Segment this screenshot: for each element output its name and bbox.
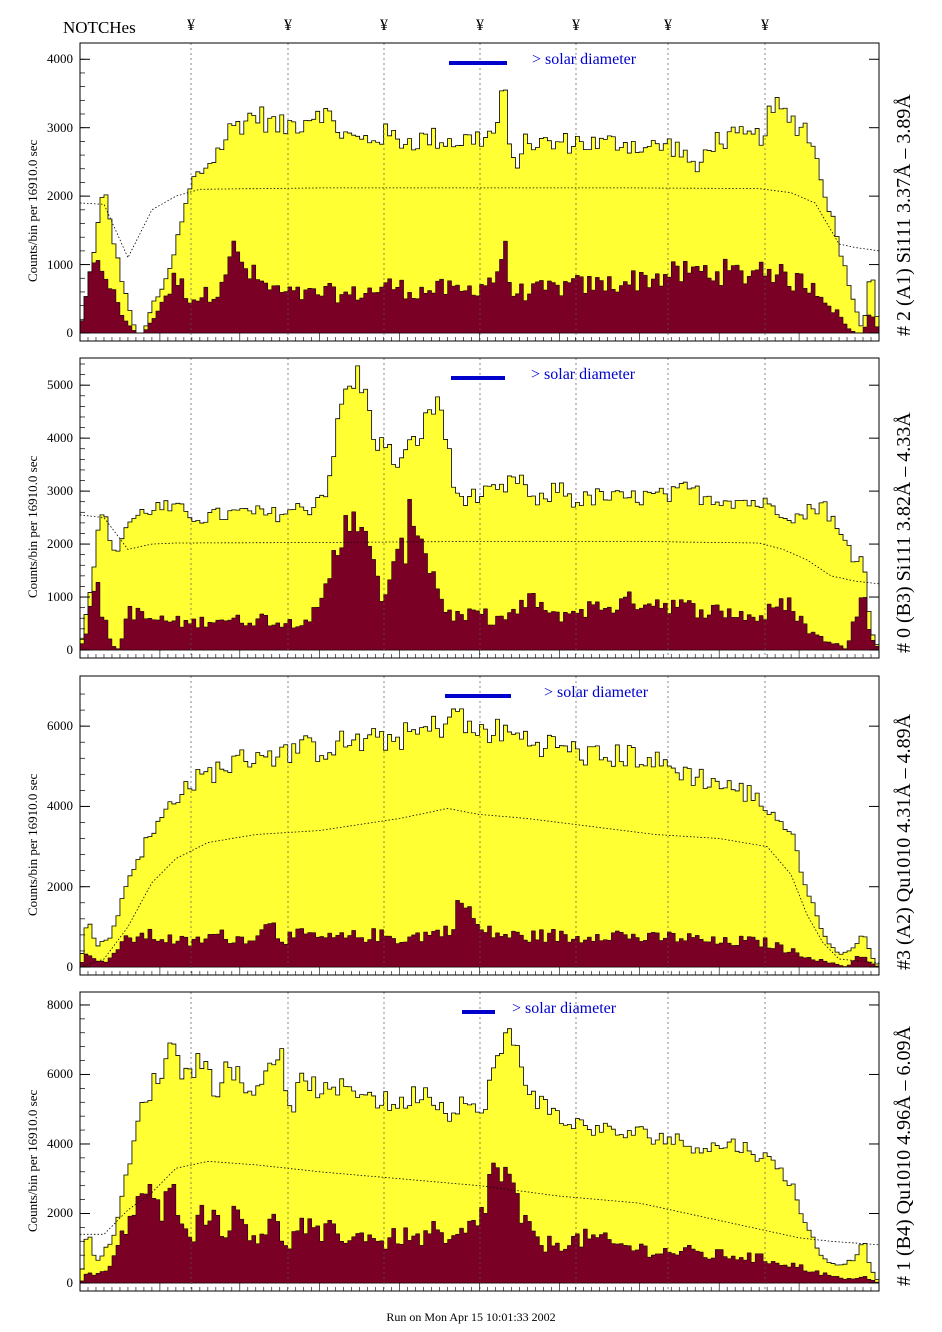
- solar-diameter-label: > solar diameter: [532, 51, 637, 68]
- y-tick-label: 0: [66, 642, 74, 657]
- panel-3: [79, 675, 880, 976]
- panel-title: # 0 (B3) Si111 3.82Å – 4.33Å: [893, 412, 915, 653]
- outer-counts-histogram: [79, 708, 880, 968]
- notch-marker-2: ¥: [284, 17, 292, 34]
- y-tick-label: 3000: [47, 119, 73, 135]
- run-timestamp: Run on Mon Apr 15 10:01:33 2002: [386, 1310, 556, 1324]
- panel-1: [79, 42, 880, 342]
- panel-4: [79, 991, 880, 1292]
- notch-marker-4: ¥: [476, 17, 484, 34]
- y-tick-label: 2000: [47, 536, 73, 552]
- notch-marker-5: ¥: [572, 17, 580, 34]
- inner-counts-histogram: [79, 900, 880, 968]
- panel-title: # 1 (B4) Qu1010 4.96Å – 6.09Å: [893, 1026, 915, 1286]
- notch-marker-7: ¥: [761, 17, 769, 34]
- model-curve: [79, 807, 880, 968]
- y-axis-label: Counts/bin per 16910.0 sec: [25, 1089, 40, 1232]
- notch-marker-1: ¥: [187, 17, 195, 34]
- panel-title: # 2 (A1) Si111 3.37Å – 3.89Å: [893, 94, 915, 336]
- y-tick-label: 2000: [47, 1205, 73, 1221]
- panel-title: #3 (A2) Qu1010 4.31Å – 4.89Å: [893, 713, 915, 970]
- inner-counts-histogram: [79, 499, 880, 651]
- solar-diameter-label: > solar diameter: [512, 1000, 617, 1017]
- y-tick-label: 4000: [47, 798, 73, 814]
- y-tick-label: 5000: [47, 377, 73, 393]
- y-tick-label: 4000: [47, 430, 73, 446]
- notches-label: NOTCHes: [63, 18, 136, 37]
- y-tick-label: 4000: [47, 51, 73, 67]
- solar-diameter-label: > solar diameter: [544, 684, 649, 701]
- y-axis-label: Counts/bin per 16910.0 sec: [25, 139, 40, 282]
- y-tick-label: 1000: [47, 256, 73, 272]
- y-tick-label: 6000: [47, 718, 73, 734]
- y-tick-label: 0: [66, 325, 74, 340]
- y-tick-label: 1000: [47, 589, 73, 605]
- notch-marker-6: ¥: [664, 17, 672, 34]
- y-tick-label: 0: [66, 959, 74, 974]
- y-tick-label: 2000: [47, 878, 73, 894]
- y-axis-label: Counts/bin per 16910.0 sec: [25, 455, 40, 598]
- model-curve: [79, 514, 880, 585]
- inner-counts-histogram: [79, 240, 880, 334]
- y-tick-label: 3000: [47, 483, 73, 499]
- model-curve: [80, 1160, 880, 1246]
- y-tick-label: 6000: [47, 1066, 73, 1082]
- y-axis-label: Counts/bin per 16910.0 sec: [25, 773, 40, 916]
- solar-diameter-label: > solar diameter: [531, 366, 636, 383]
- outer-counts-histogram: [79, 365, 880, 651]
- notch-marker-3: ¥: [380, 17, 388, 34]
- y-tick-label: 4000: [47, 1135, 73, 1151]
- inner-counts-histogram: [79, 1162, 880, 1284]
- panel-2: [79, 357, 880, 659]
- outer-counts-histogram: [79, 1028, 880, 1284]
- y-tick-label: 8000: [47, 996, 73, 1012]
- y-tick-label: 2000: [47, 188, 73, 204]
- y-tick-label: 0: [66, 1275, 74, 1290]
